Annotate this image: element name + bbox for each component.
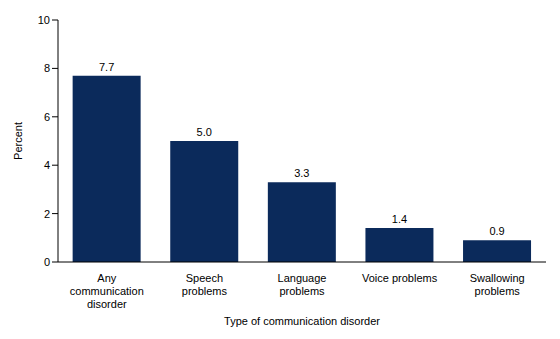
svg-text:Anycommunicationdisorder: Anycommunicationdisorder [70, 272, 144, 310]
svg-text:Languageproblems: Languageproblems [278, 272, 327, 297]
svg-text:Type of communication disorder: Type of communication disorder [224, 315, 380, 327]
svg-text:3.3: 3.3 [294, 167, 309, 179]
svg-text:6: 6 [44, 111, 50, 123]
svg-text:Percent: Percent [12, 122, 24, 160]
svg-text:0: 0 [44, 256, 50, 268]
svg-text:Voice problems: Voice problems [362, 272, 438, 284]
svg-text:7.7: 7.7 [99, 61, 114, 73]
svg-text:5.0: 5.0 [197, 126, 212, 138]
svg-text:4: 4 [44, 159, 50, 171]
svg-text:2: 2 [44, 208, 50, 220]
svg-text:1.4: 1.4 [392, 213, 407, 225]
svg-text:0.9: 0.9 [489, 225, 504, 237]
svg-text:10: 10 [38, 14, 50, 26]
svg-text:Speechproblems: Speechproblems [182, 272, 228, 297]
svg-text:Swallowingproblems: Swallowingproblems [470, 272, 525, 297]
svg-text:8: 8 [44, 62, 50, 74]
